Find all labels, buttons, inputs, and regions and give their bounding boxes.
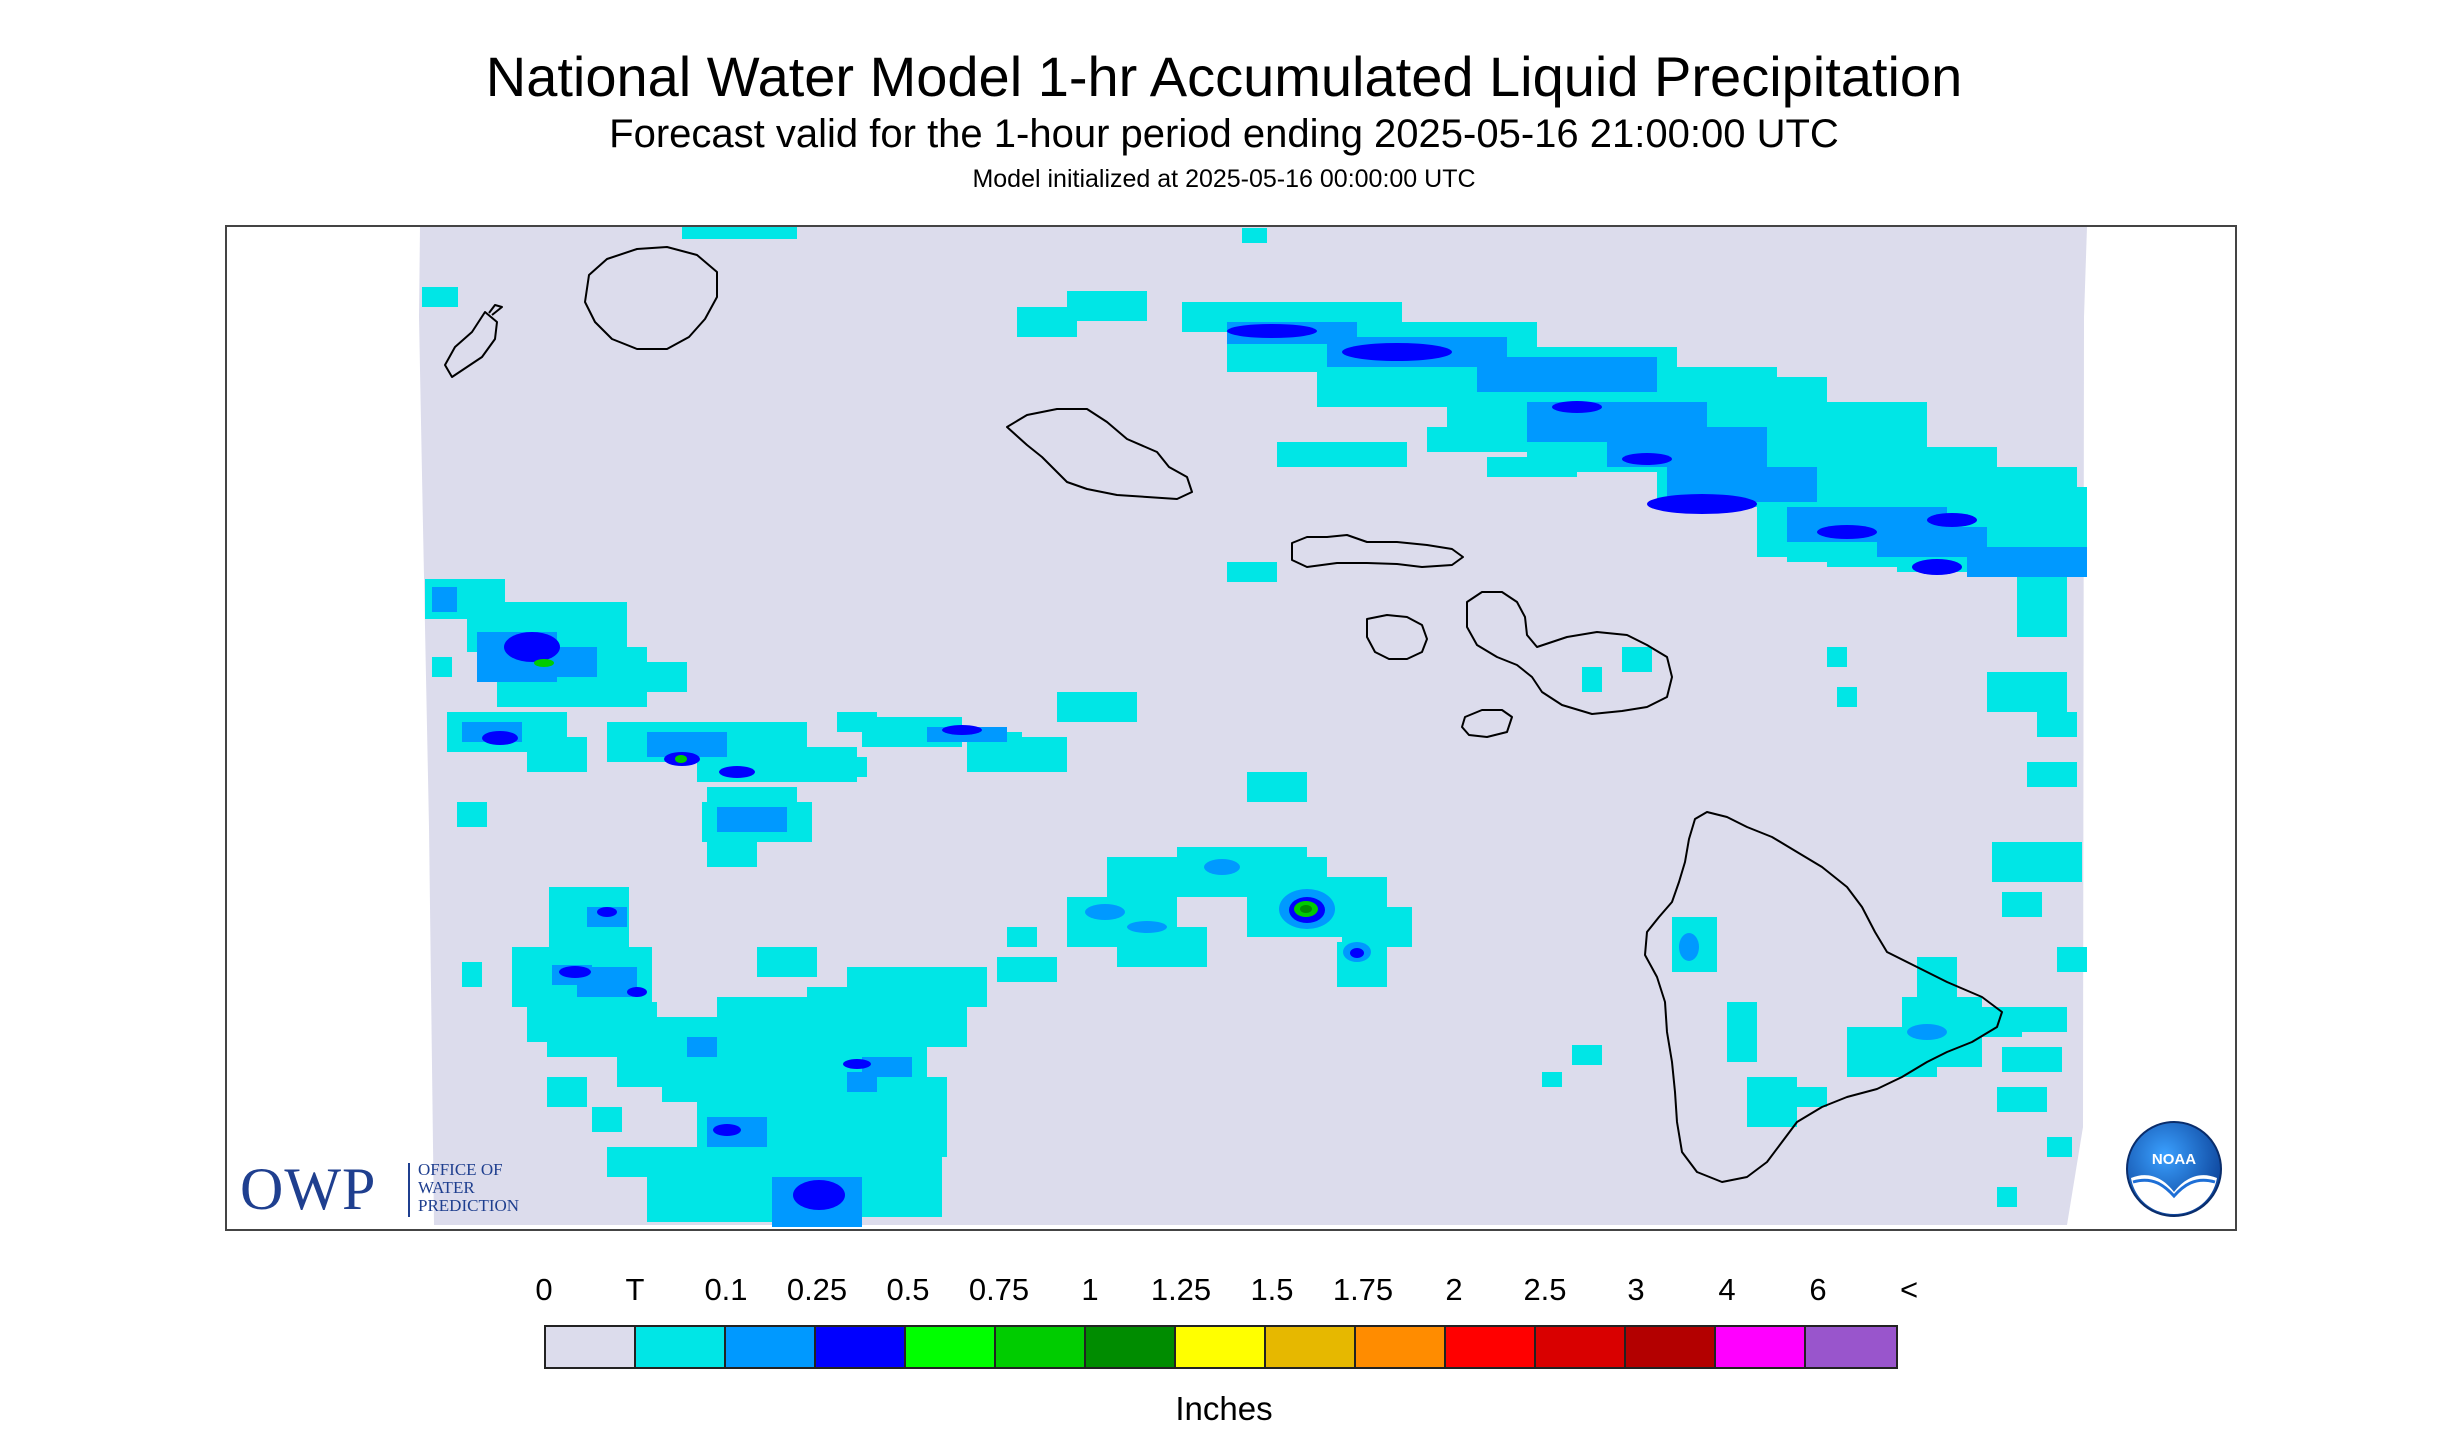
owp-logo-separator xyxy=(408,1163,410,1217)
legend-label-1: T xyxy=(625,1272,645,1307)
legend-swatch-7 xyxy=(1176,1327,1266,1367)
legend-label-9: 1.75 xyxy=(1332,1272,1394,1307)
legend-label-5: 0.75 xyxy=(968,1272,1030,1307)
island-kahoolawe xyxy=(1461,709,1513,738)
precipitation-map[interactable]: OWP OFFICE OF WATER PREDICTION NOAA xyxy=(225,225,2237,1231)
owp-logo-line2: WATER xyxy=(418,1178,475,1197)
island-hawaii xyxy=(1644,811,2003,1183)
page-title: National Water Model 1-hr Accumulated Li… xyxy=(485,45,1963,108)
owp-logo-line3: PREDICTION xyxy=(418,1196,520,1215)
island-lanai xyxy=(1366,614,1428,660)
legend-label-7: 1.25 xyxy=(1150,1272,1212,1307)
forecast-valid-subtitle: Forecast valid for the 1-hour period end… xyxy=(609,112,1839,156)
legend-swatch-5 xyxy=(996,1327,1086,1367)
island-niihau xyxy=(444,304,503,378)
legend-swatch-3 xyxy=(816,1327,906,1367)
legend-swatch-14 xyxy=(1806,1327,1896,1367)
island-molokai xyxy=(1291,534,1464,568)
legend-label-15: < xyxy=(1899,1272,1919,1307)
legend-label-4: 0.5 xyxy=(886,1272,930,1307)
island-oahu xyxy=(1006,408,1193,500)
rain-cluster-central xyxy=(1067,847,1412,987)
legend-swatch-1 xyxy=(636,1327,726,1367)
rain-cluster-southwest-core xyxy=(559,907,871,1210)
legend-swatch-8 xyxy=(1266,1327,1356,1367)
legend-swatch-6 xyxy=(1086,1327,1176,1367)
legend-label-3: 0.25 xyxy=(786,1272,848,1307)
legend-label-8: 1.5 xyxy=(1250,1272,1294,1307)
legend-swatch-9 xyxy=(1356,1327,1446,1367)
rain-bigisland-heavy xyxy=(1679,933,1947,1040)
legend-colorbar xyxy=(544,1325,1898,1369)
model-init-line: Model initialized at 2025-05-16 00:00:00… xyxy=(972,165,1476,193)
rain-cluster-west-peak xyxy=(534,659,687,763)
rain-cluster-central-peak-dark xyxy=(1300,905,1312,913)
map-canvas xyxy=(419,227,2087,1227)
legend-swatch-0 xyxy=(546,1327,636,1367)
legend-swatch-4 xyxy=(906,1327,996,1367)
legend-swatch-11 xyxy=(1536,1327,1626,1367)
legend-label-0: 0 xyxy=(535,1272,553,1307)
owp-logo-line1: OFFICE OF xyxy=(418,1160,503,1179)
owp-logo-text: OFFICE OF WATER PREDICTION xyxy=(418,1161,519,1215)
legend-label-11: 2.5 xyxy=(1523,1272,1567,1307)
legend-label-6: 1 xyxy=(1081,1272,1099,1307)
legend-swatch-2 xyxy=(726,1327,816,1367)
coastlines xyxy=(444,246,2003,1183)
island-kauai xyxy=(584,246,718,350)
noaa-logo: NOAA xyxy=(2126,1121,2222,1217)
legend-swatch-12 xyxy=(1626,1327,1716,1367)
scattered-cells xyxy=(422,227,2087,1207)
rain-band-northeast-core xyxy=(1227,324,1977,575)
owp-logo-acronym: OWP xyxy=(240,1156,377,1222)
noaa-logo-text: NOAA xyxy=(2152,1151,2196,1168)
legend-swatch-13 xyxy=(1716,1327,1806,1367)
legend-units: Inches xyxy=(1175,1390,1273,1427)
legend-label-13: 4 xyxy=(1718,1272,1736,1307)
legend-swatch-10 xyxy=(1446,1327,1536,1367)
island-maui xyxy=(1466,591,1673,715)
rain-bigisland xyxy=(1672,917,2022,1127)
legend-label-14: 6 xyxy=(1809,1272,1827,1307)
legend-label-10: 2 xyxy=(1445,1272,1463,1307)
legend-label-2: 0.1 xyxy=(704,1272,748,1307)
legend-label-12: 3 xyxy=(1627,1272,1645,1307)
